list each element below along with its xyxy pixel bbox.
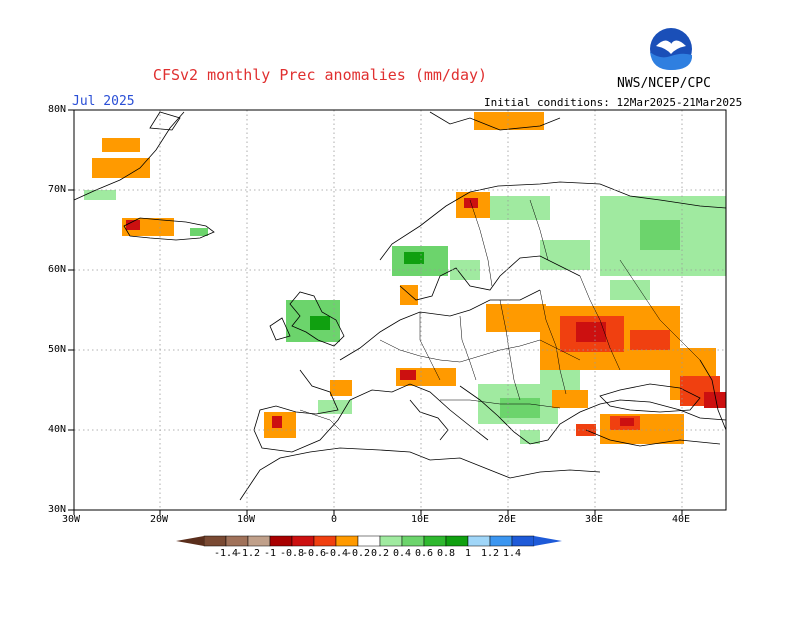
- legend-swatch: [291, 535, 315, 547]
- legend-label: -1: [263, 548, 277, 559]
- legend-label: -1.2: [236, 548, 261, 559]
- lon-label: 10W: [237, 514, 256, 525]
- lon-label: 10E: [411, 514, 430, 525]
- legend-swatch: [489, 535, 513, 547]
- lon-label: 30W: [62, 514, 81, 525]
- forecast-month: Jul 2025: [72, 94, 135, 109]
- svg-text:NOAA: NOAA: [661, 41, 682, 49]
- legend-swatch: [445, 535, 469, 547]
- legend-swatch: [511, 535, 535, 547]
- legend-swatch: [225, 535, 249, 547]
- legend-label: -0.6: [302, 548, 327, 559]
- initial-conditions: Initial conditions: 12Mar2025-21Mar2025: [484, 96, 743, 109]
- legend-swatch: [247, 535, 271, 547]
- map-frame: [68, 109, 727, 515]
- legend-swatch: [335, 535, 359, 547]
- legend-label: 1.2: [480, 548, 500, 559]
- lat-label: 80N: [48, 104, 67, 115]
- lon-label: 0: [331, 514, 338, 525]
- anomaly-shading: [84, 112, 726, 444]
- legend-swatch: [467, 535, 491, 547]
- map-title: CFSv2 monthly Prec anomalies (mm/day): [152, 66, 488, 84]
- legend-swatch: [357, 535, 381, 547]
- lon-label: 30E: [585, 514, 604, 525]
- coastlines: [73, 111, 727, 501]
- legend-swatch: [379, 535, 403, 547]
- legend-label: 0.4: [392, 548, 412, 559]
- legend-label: 0.2: [370, 548, 390, 559]
- legend-label: -1.4: [214, 548, 239, 559]
- lat-label: 70N: [48, 184, 67, 195]
- legend-swatch: [401, 535, 425, 547]
- legend-swatch: [313, 535, 337, 547]
- legend-swatch: [423, 535, 447, 547]
- legend-max-arrow: [534, 536, 562, 546]
- lat-label: 30N: [48, 504, 67, 515]
- agency-label: NWS/NCEP/CPC: [617, 76, 711, 91]
- legend-label: 1: [464, 548, 472, 559]
- legend-swatch: [269, 535, 293, 547]
- lon-label: 20W: [150, 514, 169, 525]
- color-bar: [176, 535, 562, 547]
- legend-min-arrow: [176, 536, 204, 546]
- legend-label: -0.8: [280, 548, 305, 559]
- lat-label: 50N: [48, 344, 67, 355]
- legend-label: 0.8: [436, 548, 456, 559]
- lon-label: 20E: [498, 514, 517, 525]
- country-borders: [299, 199, 701, 431]
- graticule: [74, 110, 726, 510]
- legend-label: 1.4: [502, 548, 522, 559]
- legend-label: -0.2: [346, 548, 371, 559]
- legend-swatch: [203, 535, 227, 547]
- noaa-logo-icon: NOAA: [650, 28, 692, 70]
- legend-label: -0.4: [324, 548, 349, 559]
- lon-label: 40E: [672, 514, 691, 525]
- legend-label: 0.6: [414, 548, 434, 559]
- lat-label: 40N: [48, 424, 67, 435]
- lat-label: 60N: [48, 264, 67, 275]
